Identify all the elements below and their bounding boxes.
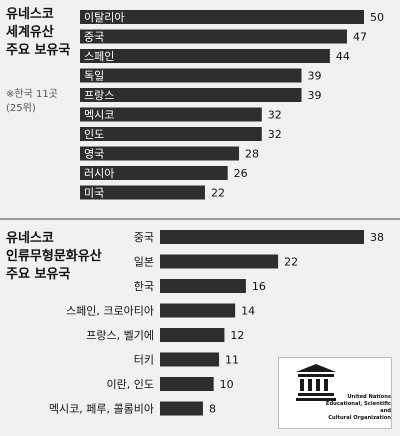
heritage-value-label-3: 39 <box>308 70 322 83</box>
heritage-bar-6 <box>80 127 262 141</box>
korea-note: ※한국 11곳 (25위) <box>6 88 58 116</box>
heritage-bar-4 <box>80 88 302 102</box>
heritage-category-label-8: 러시아 <box>84 167 114 180</box>
intangible-value-label-2: 16 <box>252 280 266 293</box>
heritage-category-label-5: 멕시코 <box>84 109 114 122</box>
heritage-value-label-8: 26 <box>234 167 248 180</box>
heritage-bar-5 <box>80 107 262 122</box>
korea-note-line-1: ※한국 11곳 <box>6 89 58 100</box>
intangible-value-label-5: 11 <box>225 354 239 367</box>
intangible-category-label-2: 한국 <box>134 280 154 293</box>
intangible-title-line-1: 유네스코 <box>6 231 54 246</box>
unesco-caption-line-2: Educational, Scientific and <box>325 401 391 414</box>
intangible-value-label-3: 14 <box>241 305 255 318</box>
heritage-title: 유네스코 세계유산 주요 보유국 <box>6 6 70 60</box>
heritage-bar-8 <box>80 166 228 180</box>
intangible-title-line-2: 인류무형문화유산 <box>6 249 102 264</box>
heritage-value-label-1: 47 <box>353 31 367 44</box>
heritage-bar-2 <box>80 49 330 63</box>
intangible-value-label-7: 8 <box>209 403 216 416</box>
heritage-value-label-6: 32 <box>268 128 282 141</box>
heritage-category-label-2: 스페인 <box>84 50 114 63</box>
intangible-bar-4 <box>160 328 225 342</box>
intangible-bar-5 <box>160 352 220 367</box>
korea-note-line-2: (25위) <box>6 103 36 114</box>
intangible-value-label-0: 38 <box>370 231 384 244</box>
intangible-bar-6 <box>160 377 214 391</box>
unesco-caption-line-3: Cultural Organization <box>328 415 391 421</box>
heritage-title-line-1: 유네스코 <box>6 7 54 22</box>
heritage-value-label-4: 39 <box>308 89 322 102</box>
intangible-bar-7 <box>160 401 203 416</box>
heritage-bar-9 <box>80 185 205 200</box>
heritage-value-label-9: 22 <box>211 187 225 200</box>
intangible-category-label-6: 이란, 인도 <box>107 378 154 391</box>
heritage-value-label-7: 28 <box>245 148 259 161</box>
intangible-category-label-7: 멕시코, 페루, 콜롬비아 <box>49 403 154 416</box>
intangible-bar-2 <box>160 279 246 293</box>
intangible-category-label-3: 스페인, 크로아티아 <box>66 305 154 318</box>
intangible-category-label-5: 터키 <box>134 354 154 367</box>
intangible-value-label-4: 12 <box>230 329 244 342</box>
heritage-bar-3 <box>80 68 302 83</box>
section-divider <box>0 218 400 220</box>
heritage-category-label-7: 영국 <box>84 148 104 161</box>
intangible-title-line-3: 주요 보유국 <box>6 267 71 282</box>
intangible-category-label-0: 중국 <box>134 231 154 244</box>
intangible-value-label-1: 22 <box>284 256 298 269</box>
intangible-value-label-6: 10 <box>220 378 234 391</box>
heritage-bar-1 <box>80 29 347 44</box>
intangible-title: 유네스코 인류무형문화유산 주요 보유국 <box>6 230 102 284</box>
unesco-caption: United Nations Educational, Scientific a… <box>315 394 391 422</box>
heritage-title-line-2: 세계유산 <box>6 25 54 40</box>
unesco-temple-icon <box>296 364 336 401</box>
heritage-title-line-3: 주요 보유국 <box>6 43 71 58</box>
intangible-category-label-4: 프랑스, 벨기에 <box>86 329 154 342</box>
unesco-logo: United Nations Educational, Scientific a… <box>278 357 392 429</box>
heritage-category-label-4: 프랑스 <box>84 89 114 102</box>
heritage-category-label-1: 중국 <box>84 31 104 44</box>
heritage-value-label-0: 50 <box>370 11 384 24</box>
heritage-category-label-0: 이탈리아 <box>84 11 124 24</box>
heritage-value-label-2: 44 <box>336 50 350 63</box>
intangible-bar-0 <box>160 230 364 244</box>
intangible-bar-1 <box>160 254 279 269</box>
intangible-category-label-1: 일본 <box>134 255 154 269</box>
heritage-category-label-6: 인도 <box>84 128 104 141</box>
heritage-category-label-9: 미국 <box>84 187 104 200</box>
unesco-caption-line-1: United Nations <box>347 394 391 400</box>
heritage-bar-7 <box>80 146 240 161</box>
intangible-bar-3 <box>160 303 236 318</box>
heritage-category-label-3: 독일 <box>84 69 104 83</box>
heritage-bar-0 <box>80 10 364 24</box>
heritage-value-label-5: 32 <box>268 109 282 122</box>
